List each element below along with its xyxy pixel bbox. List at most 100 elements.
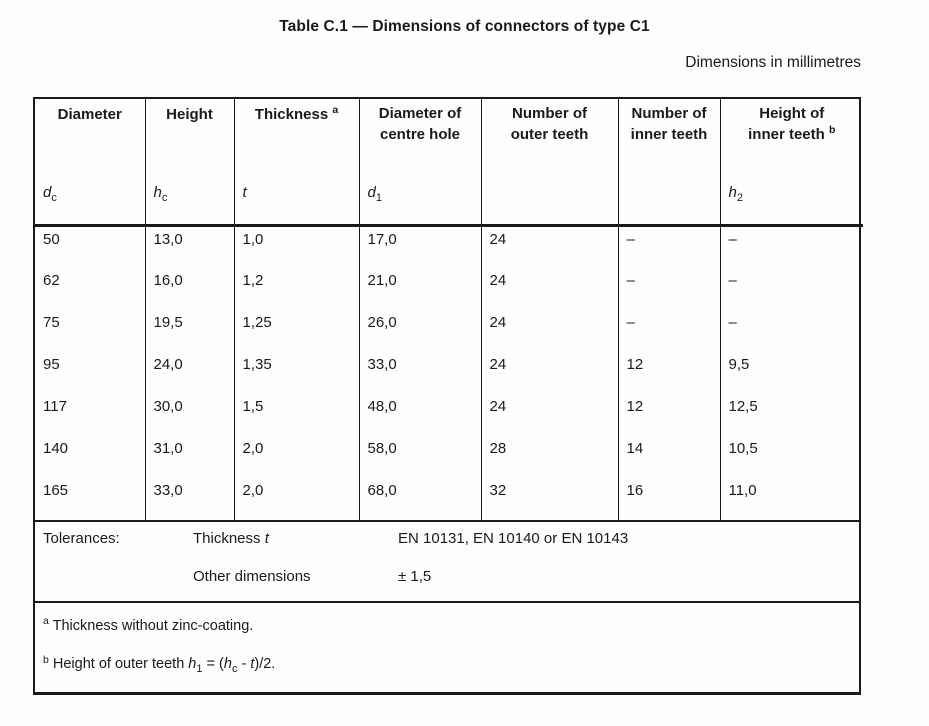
tolerance-row: Other dimensions ± 1,5 — [35, 568, 859, 585]
table-cell: 14 — [618, 435, 721, 478]
col-label: Number of inner teeth — [630, 105, 708, 143]
table-cell: 95 — [35, 351, 146, 394]
col-label: Height of inner teeth — [748, 105, 825, 143]
table-cell: 13,0 — [145, 225, 235, 268]
table-cell: 30,0 — [145, 393, 235, 436]
table-cell: 10,5 — [728, 439, 758, 457]
table-cell: 1,0 — [234, 225, 360, 268]
footnote-marker: b — [43, 653, 49, 666]
table-row: 62 16,0 1,2 21,0 24– – — [35, 267, 863, 310]
footnotes-section: a Thickness without zinc-coating. b Heig… — [35, 603, 859, 692]
col-label: Number of outer teeth — [510, 105, 589, 143]
table-row: 95 24,0 1,35 33,0 24 12 9,5 — [35, 351, 863, 394]
col-label: Diameter — [57, 106, 122, 123]
table-cell: 33,0 — [359, 351, 482, 394]
col-symbol — [482, 204, 618, 224]
col-header-inner-teeth-height: Height of inner teeth b h2 — [720, 99, 863, 227]
table-cell: 50 — [35, 225, 146, 268]
table-cell: 24,0 — [145, 351, 235, 394]
col-label: Thickness — [254, 106, 329, 123]
tolerance-name: Other dimensions — [193, 567, 311, 585]
table-cell: – — [728, 313, 737, 331]
footnote-text: Height of outer teeth h1 = (hc - t)/2. — [52, 656, 276, 676]
table-cell: 11,0 — [728, 481, 757, 499]
tolerance-row: Tolerances: Thickness t EN 10131, EN 101… — [35, 530, 859, 547]
table-row: 117 30,0 1,5 48,0 24 12 12,5 — [35, 393, 863, 436]
tolerance-value: EN 10131, EN 10140 or EN 10143 — [398, 529, 629, 547]
table-cell: 12,5 — [728, 397, 758, 415]
tolerances-label: Tolerances: — [43, 529, 120, 547]
table-cell: 24 — [481, 309, 619, 352]
col-symbol: d1 — [367, 184, 382, 204]
table-cell: 9,5 — [728, 355, 750, 373]
table-cell: 16,0 — [145, 267, 235, 310]
table-cell: 21,0 — [359, 267, 482, 310]
col-header-inner-teeth: Number of inner teeth — [618, 99, 721, 227]
col-label: Diameter of centre hole — [378, 105, 462, 143]
table-row: 165 33,0 2,0 68,0 32 16 11,0 — [35, 477, 863, 520]
col-symbol: h2 — [728, 184, 743, 204]
dimensions-table: Diameter dc Height hc Thickness a — [35, 99, 863, 520]
table-cell: 1,25 — [234, 309, 360, 352]
footnote-marker: a — [43, 614, 49, 627]
table-row: 50 13,0 1,0 17,0 24– – — [35, 225, 863, 268]
table-cell: – — [728, 231, 737, 248]
table-cell: 75 — [35, 309, 146, 352]
tolerance-name: Thickness t — [193, 529, 269, 547]
table-cell: 16 — [618, 477, 721, 520]
units-note: Dimensions in millimetres — [685, 54, 861, 71]
table-cell: 12 — [618, 393, 721, 436]
table-cell: 140 — [35, 435, 146, 478]
table-cell: 24 — [481, 225, 619, 268]
table-cell: 31,0 — [145, 435, 235, 478]
col-symbol — [619, 204, 720, 224]
table-cell: 12 — [618, 351, 721, 394]
table-cell: 2,0 — [234, 477, 360, 520]
table-cell: 62 — [35, 267, 146, 310]
col-label: Height — [166, 106, 213, 123]
table-cell: 117 — [35, 393, 146, 436]
table-cell: 1,2 — [234, 267, 360, 310]
footnote-text: Thickness without zinc-coating. — [52, 617, 254, 634]
table-cell: 24 — [481, 351, 619, 394]
table-cell: 33,0 — [145, 477, 235, 520]
table-title: Table C.1 — Dimensions of connectors of … — [279, 18, 650, 35]
table-cell: 24 — [481, 393, 619, 436]
col-header-diameter: Diameter dc — [35, 99, 146, 227]
table-cell: – — [618, 225, 721, 268]
col-header-height: Height hc — [145, 99, 235, 227]
tolerances-section: Tolerances: Thickness t EN 10131, EN 101… — [35, 519, 859, 603]
table-cell: 26,0 — [359, 309, 482, 352]
col-footnote-ref: a — [332, 104, 339, 116]
tolerance-value: ± 1,5 — [398, 567, 432, 585]
table-header: Diameter dc Height hc Thickness a — [35, 99, 863, 227]
table-cell: 17,0 — [359, 225, 482, 268]
col-header-outer-teeth: Number of outer teeth — [481, 99, 619, 227]
table-row: 140 31,0 2,0 58,0 28 14 10,5 — [35, 435, 863, 478]
table-cell: – — [618, 267, 721, 310]
col-header-centre-hole: Diameter of centre hole d1 — [359, 99, 482, 227]
footnote-a: a Thickness without zinc-coating. — [35, 614, 859, 636]
table-cell: 58,0 — [359, 435, 482, 478]
table-cell: 165 — [35, 477, 146, 520]
tolerances-label-spacer — [35, 568, 193, 585]
table-cell: – — [728, 271, 737, 289]
col-footnote-ref: b — [828, 123, 836, 136]
col-symbol: dc — [43, 184, 57, 204]
table-cell: – — [618, 309, 721, 352]
table-cell: 2,0 — [234, 435, 360, 478]
col-symbol: t — [242, 184, 247, 201]
col-header-thickness: Thickness a t — [234, 99, 360, 227]
table-cell: 24 — [481, 267, 619, 310]
table-cell: 19,5 — [145, 309, 235, 352]
table-cell: 28 — [481, 435, 619, 478]
table-cell: 48,0 — [359, 393, 482, 436]
table-cell: 32 — [481, 477, 619, 520]
table-body: 50 13,0 1,0 17,0 24– –62 16,0 1,2 21,0 24– –75 19,5… — [35, 225, 863, 520]
table-row: 75 19,5 1,25 26,0 24– – — [35, 309, 863, 352]
dimensions-table-frame: Diameter dc Height hc Thickness a — [33, 97, 863, 695]
col-symbol: hc — [153, 184, 168, 204]
table-cell: 1,5 — [234, 393, 360, 436]
table-cell: 1,35 — [234, 351, 360, 394]
